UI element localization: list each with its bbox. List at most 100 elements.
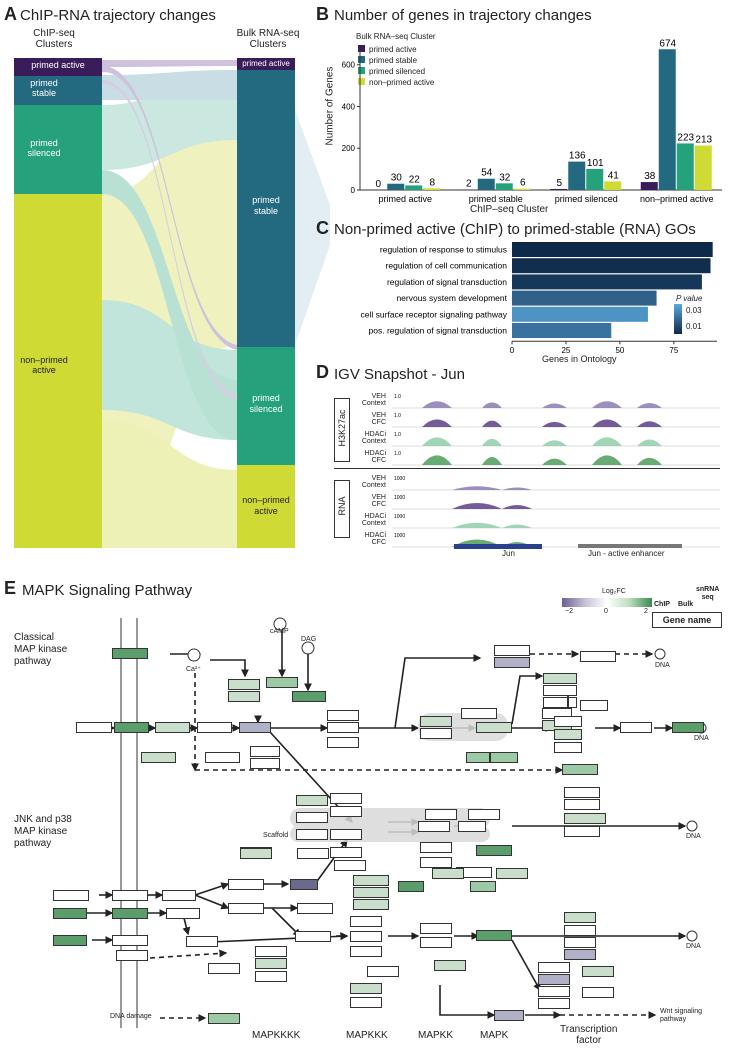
go-x-tick-label: 0 [510, 346, 515, 355]
enhancer-label: Jun - active enhancer [588, 549, 665, 558]
gene-node-il1r1 [112, 908, 148, 919]
gene-node-hras [239, 722, 271, 733]
dna-circle-4 [686, 930, 698, 942]
gene-node-crk [458, 821, 486, 832]
bar-value-label: 22 [409, 174, 421, 185]
gene-node-map3k12 [353, 887, 389, 898]
gene-node-rasgrf1 [228, 679, 260, 690]
igv-scale-label: 1000 [394, 495, 405, 501]
igv-track-label: HDACi Context [361, 513, 386, 527]
bar-value-label: 0 [375, 179, 381, 190]
legend-item-primed-silenced: primed silenced [358, 66, 434, 77]
pvalue-tick-low: 0.01 [686, 322, 702, 331]
gene-node-tradd [162, 890, 196, 901]
left-bar-primed-stable [14, 76, 102, 105]
igv-scale-label: 1000 [394, 514, 405, 520]
bar-value-label: 213 [695, 135, 712, 146]
gene-node-casp3 [228, 879, 264, 890]
gene-node-map3k2 [330, 847, 362, 858]
log2fc-tick-neg: −2 [565, 608, 573, 615]
gene-node-cd14 [116, 950, 148, 961]
gene-node-hspb1 [582, 966, 614, 977]
h3k27ac-box: H3K27ac [334, 398, 350, 462]
gene-node-stk3 [290, 879, 318, 890]
gene-node-cdc25b [538, 998, 570, 1009]
gene-node-ppm1a [432, 868, 464, 879]
gene-node-gna12 [141, 752, 176, 763]
rna-box: RNA [334, 480, 350, 538]
bar [477, 178, 495, 190]
bar-value-label: 101 [587, 158, 604, 169]
bar-value-label: 223 [677, 132, 694, 143]
bar-value-label: 674 [659, 38, 676, 49]
wnt-label: Wnt signaling pathway [660, 1008, 703, 1023]
gene-node-map2k3 [420, 923, 452, 934]
jun-gene-model [454, 544, 542, 549]
log2fc-title: Log₂FC [602, 588, 626, 595]
legend-col-bulk: Bulk [678, 601, 694, 608]
gene-node-akt2 [398, 881, 424, 892]
gene-node-map3k4 [350, 983, 382, 994]
bar-value-label: 2 [466, 179, 472, 190]
right-bar-primed-active [237, 58, 295, 70]
bar-value-label: 8 [429, 177, 435, 188]
gene-node-daxx [295, 931, 331, 942]
gene-node-mapt [543, 673, 577, 684]
bar [676, 143, 694, 190]
bar-value-label: 38 [644, 171, 656, 182]
bar [640, 182, 658, 190]
level-mapkkk: MAPKKK [346, 1030, 388, 1041]
left-bar-primed-silenced [14, 105, 102, 194]
legend-label: primed silenced [369, 67, 426, 76]
panel-a-title: ChIP-RNA trajectory changes [20, 7, 216, 24]
scaffold-label: Scaffold [263, 832, 289, 839]
gene-node-jund [564, 826, 600, 837]
igv-track-signal [392, 522, 720, 528]
legend-swatch [358, 78, 365, 85]
flow-active-active [102, 60, 237, 67]
igv-track-label: VEH CFC [371, 412, 386, 426]
y-tick-label: 0 [351, 186, 356, 195]
panel-e-letter: E [4, 578, 17, 598]
go-term-label: regulation of cell communication [386, 261, 508, 271]
left-label-primed-silenced: primed silenced [27, 138, 61, 158]
gene-node-map4k1 [296, 829, 328, 840]
right-bar-non-primed-active [237, 465, 295, 548]
gene-node-tnfrsf1a [112, 890, 148, 901]
go-bar-chart: regulation of response to stimulus regula… [361, 242, 717, 355]
gene-node-map3k13 [353, 875, 389, 886]
gene-node-grb2 [155, 722, 190, 733]
bar [586, 168, 604, 190]
flow-npa-npa [102, 420, 237, 548]
gene-node-map2k2 [420, 728, 452, 739]
gene-node-dusp2b [496, 868, 528, 879]
gene-node-mef2c [564, 949, 596, 960]
legend-gene-name-box: Gene name [652, 612, 722, 628]
gene-node-tacc1 [350, 997, 382, 1008]
bar [550, 188, 568, 190]
igv-track-label: VEH CFC [371, 494, 386, 508]
gene-node-map3k6 [350, 916, 382, 927]
gene-node-map3k20 [353, 899, 389, 910]
left-label-non-primed-active: non–primed active [20, 355, 68, 375]
level-mapkkkk: MAPKKKK [252, 1030, 301, 1041]
panel-b-legend: primed active primed stable primed silen… [358, 44, 434, 88]
bar-value-label: 5 [556, 178, 562, 189]
bar-value-label: 6 [520, 178, 526, 189]
gene-node-tab1 [255, 946, 287, 957]
dna-label-2: DNA [694, 735, 709, 742]
igv-track-label: VEH Context [361, 393, 386, 407]
gene-node-ddit3 [564, 925, 596, 936]
igv-scale-label: 1000 [394, 476, 405, 482]
gene-node-map3k11 [330, 829, 362, 840]
gene-node-myc [554, 742, 582, 753]
level-mapk: MAPK [480, 1030, 509, 1041]
gene-node-map3k2b [334, 860, 366, 871]
bar [568, 161, 586, 190]
gene-node-rac1 [240, 848, 272, 859]
log2fc-tick-pos: 2 [644, 608, 648, 615]
left-bar-non-primed-active [14, 194, 102, 548]
gene-node-araf [327, 710, 359, 721]
gene-node-pla2g4a [543, 697, 577, 708]
alluvial-diagram [14, 58, 330, 548]
